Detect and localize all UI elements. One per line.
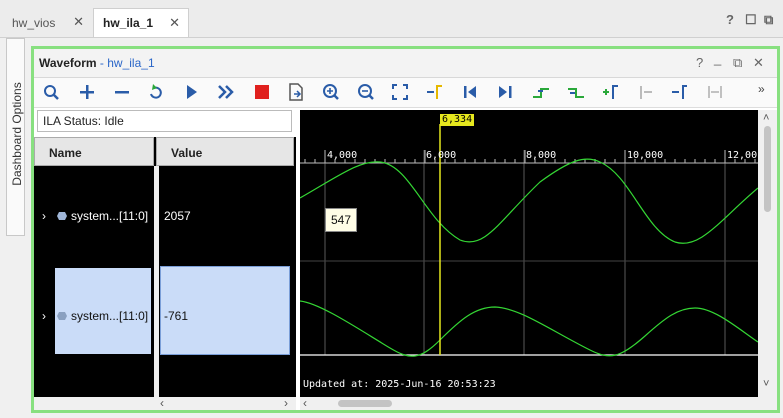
search-icon[interactable] bbox=[40, 81, 62, 103]
float-icon[interactable]: ⧉ bbox=[733, 55, 743, 70]
probe-value: 2057 bbox=[164, 209, 191, 223]
selected-row-highlight bbox=[55, 268, 151, 354]
goto-cursor-icon[interactable] bbox=[424, 81, 446, 103]
signal-trace-2 bbox=[300, 300, 758, 357]
tick-label: 10,000 bbox=[627, 150, 664, 161]
expand-icon[interactable]: › bbox=[42, 309, 46, 323]
waveform-toolbar: » bbox=[34, 78, 777, 108]
zoom-out-icon[interactable] bbox=[355, 81, 377, 103]
tab-label: hw_vios bbox=[12, 15, 56, 30]
panel-title-separator: - bbox=[96, 56, 108, 70]
run-icon[interactable] bbox=[180, 81, 202, 103]
probe-value: -761 bbox=[164, 309, 189, 323]
tick-label: 8,000 bbox=[526, 150, 557, 161]
bus-icon bbox=[56, 310, 68, 324]
value-tooltip: 547 bbox=[325, 208, 357, 232]
waveform-canvas[interactable]: 4,000 6,000 8,000 10,000 12,00 6,334 547… bbox=[300, 110, 758, 397]
grid-horizontal-scrollbar[interactable]: ‹ › bbox=[34, 396, 296, 410]
column-divider[interactable] bbox=[154, 166, 159, 397]
add-probe-icon[interactable] bbox=[76, 81, 98, 103]
tick-label: 4,000 bbox=[327, 150, 358, 161]
dashboard-options-tab[interactable]: Dashboard Options bbox=[6, 38, 25, 236]
swap-markers-icon[interactable] bbox=[704, 81, 726, 103]
editor-tab-bar: hw_vios ✕ hw_ila_1 ✕ ? ☐ ⧉ bbox=[0, 0, 783, 38]
probe-name[interactable]: system...[11:0] bbox=[71, 309, 149, 323]
waveform-vertical-scrollbar[interactable]: ˄ ˅ bbox=[758, 110, 777, 410]
export-icon[interactable] bbox=[285, 81, 307, 103]
selected-value-highlight bbox=[160, 266, 290, 355]
bus-icon bbox=[56, 210, 68, 224]
prev-transition-icon[interactable] bbox=[530, 81, 552, 103]
panel-header: Waveform - hw_ila_1 ? _ ⧉ ✕ bbox=[34, 49, 777, 78]
panel-title: Waveform - hw_ila_1 bbox=[39, 56, 155, 70]
run-immediate-icon[interactable] bbox=[215, 81, 237, 103]
ila-status-label: ILA Status: bbox=[43, 114, 102, 128]
help-icon[interactable]: ? bbox=[726, 12, 734, 27]
next-transition-icon[interactable] bbox=[565, 81, 587, 103]
name-column-header[interactable]: Name bbox=[34, 137, 154, 166]
help-icon[interactable]: ? bbox=[696, 55, 704, 70]
dashboard-options-label: Dashboard Options bbox=[10, 82, 24, 186]
waveform-svg[interactable] bbox=[300, 110, 758, 397]
panel-subtitle: hw_ila_1 bbox=[107, 56, 155, 70]
waveform-horizontal-scrollbar[interactable]: ‹ bbox=[300, 396, 758, 410]
ila-status-value: Idle bbox=[104, 114, 124, 128]
goto-first-icon[interactable] bbox=[459, 81, 481, 103]
tab-hw-vios[interactable]: hw_vios ✕ bbox=[0, 8, 92, 37]
cursor-label[interactable]: 6,334 bbox=[440, 114, 475, 126]
next-marker-icon[interactable] bbox=[669, 81, 691, 103]
minus-icon[interactable] bbox=[111, 81, 133, 103]
goto-last-icon[interactable] bbox=[494, 81, 516, 103]
restore-icon[interactable]: ⧉ bbox=[764, 12, 774, 27]
ruler-ticks bbox=[304, 150, 756, 163]
scroll-left-icon[interactable]: ‹ bbox=[160, 396, 164, 410]
scroll-down-icon[interactable]: ˅ bbox=[763, 378, 770, 390]
close-icon[interactable]: ✕ bbox=[169, 15, 180, 30]
tab-hw-ila-1[interactable]: hw_ila_1 ✕ bbox=[93, 8, 189, 37]
zoom-fit-icon[interactable] bbox=[389, 81, 411, 103]
scroll-up-icon[interactable]: ˄ bbox=[763, 112, 770, 124]
add-marker-icon[interactable] bbox=[600, 81, 622, 103]
stop-icon[interactable] bbox=[251, 81, 273, 103]
updated-timestamp: Updated at: 2025-Jun-16 20:53:23 bbox=[303, 379, 496, 390]
tab-label: hw_ila_1 bbox=[103, 16, 154, 30]
scroll-left-icon[interactable]: ‹ bbox=[303, 396, 307, 410]
panel-title-text: Waveform bbox=[39, 56, 97, 70]
minimize-icon[interactable]: _ bbox=[714, 51, 722, 66]
close-icon[interactable]: ✕ bbox=[753, 55, 764, 70]
tick-label: 6,000 bbox=[426, 150, 457, 161]
scroll-right-icon[interactable]: › bbox=[284, 396, 288, 410]
prev-marker-icon[interactable] bbox=[635, 81, 657, 103]
probe-grid: Name Value › system...[11:0] 2057 › syst… bbox=[34, 137, 296, 397]
expand-icon[interactable]: › bbox=[42, 209, 46, 223]
refresh-icon[interactable] bbox=[145, 81, 167, 103]
maximize-icon[interactable]: ☐ bbox=[745, 12, 757, 27]
waveform-panel: Waveform - hw_ila_1 ? _ ⧉ ✕ » ILA Status… bbox=[31, 46, 780, 413]
ila-status: ILA Status: Idle bbox=[37, 110, 292, 132]
value-column-header[interactable]: Value bbox=[156, 137, 294, 166]
zoom-in-icon[interactable] bbox=[320, 81, 342, 103]
signal-trace-1 bbox=[300, 158, 758, 244]
scroll-thumb[interactable] bbox=[764, 126, 771, 212]
tick-label: 12,00 bbox=[727, 150, 758, 161]
scroll-thumb[interactable] bbox=[338, 400, 392, 407]
toolbar-overflow-icon[interactable]: » bbox=[758, 82, 765, 96]
probe-name[interactable]: system...[11:0] bbox=[71, 209, 149, 223]
close-icon[interactable]: ✕ bbox=[73, 14, 84, 29]
